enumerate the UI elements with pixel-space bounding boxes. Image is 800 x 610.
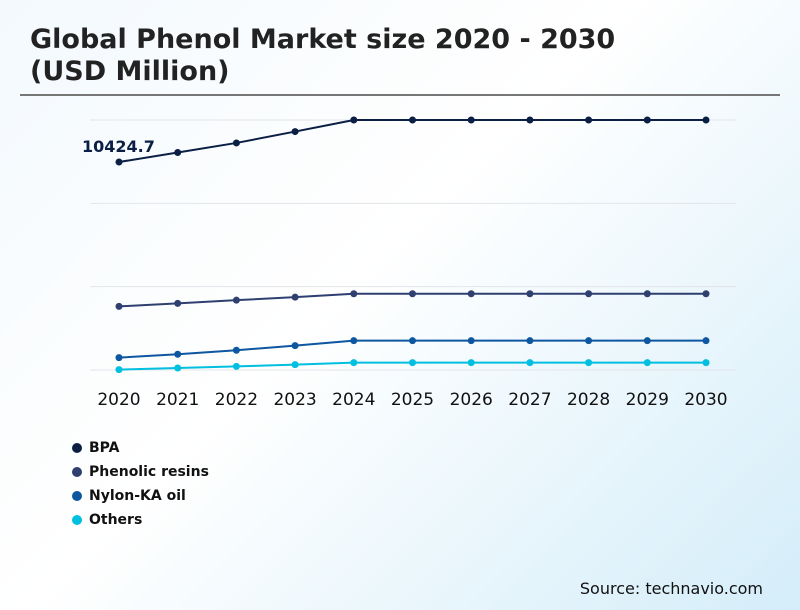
data-point (585, 116, 593, 124)
data-point (350, 290, 358, 298)
data-point (643, 290, 651, 298)
data-point (585, 290, 593, 298)
data-point (174, 299, 182, 307)
data-point (174, 364, 182, 372)
data-point (643, 337, 651, 345)
data-point (643, 116, 651, 124)
data-point (291, 361, 299, 369)
data-point (409, 337, 416, 345)
data-point (350, 359, 358, 367)
title-line-2: (USD Million) (30, 56, 230, 87)
data-point (702, 359, 710, 367)
data-point (291, 293, 299, 301)
x-tick-label: 2020 (97, 390, 140, 410)
x-tick-label: 2026 (450, 390, 493, 410)
data-point (643, 359, 651, 367)
legend-label: Others (89, 512, 143, 528)
data-point (350, 337, 358, 345)
data-point (232, 362, 240, 370)
legend-item: BPA (72, 436, 209, 460)
legend-marker-icon (72, 491, 82, 501)
data-point (232, 139, 240, 147)
x-tick-label: 2021 (156, 390, 199, 410)
title-divider (20, 94, 780, 96)
legend-label: Phenolic resins (89, 464, 209, 480)
data-point (291, 128, 299, 136)
legend-marker-icon (72, 443, 82, 453)
data-point (115, 158, 123, 166)
data-point (291, 342, 299, 350)
data-point (232, 346, 240, 354)
data-point (526, 337, 534, 345)
legend-label: BPA (89, 440, 120, 456)
series-line-bpa (118, 119, 706, 163)
data-point (409, 290, 416, 298)
data-point (702, 116, 710, 124)
data-point (350, 116, 358, 124)
legend-label: Nylon-KA oil (89, 488, 186, 504)
x-tick-label: 2030 (684, 390, 727, 410)
data-point (526, 290, 534, 298)
legend-item: Others (72, 508, 209, 532)
data-point (467, 116, 475, 124)
source-label: Source: technavio.com (579, 579, 763, 598)
legend-marker-icon (72, 467, 82, 477)
data-point (526, 359, 534, 367)
chart-title: Global Phenol Market size 2020 - 2030 (U… (30, 24, 615, 88)
data-point (702, 290, 710, 298)
x-tick-label: 2028 (567, 390, 610, 410)
legend: BPA Phenolic resins Nylon-KA oil Others (72, 436, 209, 532)
title-line-1: Global Phenol Market size 2020 - 2030 (30, 24, 616, 55)
data-point (585, 359, 593, 367)
legend-item: Phenolic resins (72, 460, 209, 484)
x-tick-label: 2029 (626, 390, 669, 410)
data-point (585, 337, 593, 345)
data-point (467, 337, 475, 345)
data-point (174, 350, 182, 358)
data-label: 10424.7 (82, 137, 155, 156)
legend-marker-icon (72, 515, 82, 525)
legend-item: Nylon-KA oil (72, 484, 209, 508)
x-tick-label: 2025 (391, 390, 434, 410)
x-tick-label: 2027 (508, 390, 551, 410)
data-point (115, 366, 123, 374)
x-tick-label: 2023 (273, 390, 316, 410)
data-point (702, 337, 710, 345)
data-point (409, 359, 416, 367)
data-point (174, 149, 182, 157)
data-point (409, 116, 416, 124)
data-point (467, 290, 475, 298)
x-tick-label: 2024 (332, 390, 375, 410)
data-point (115, 302, 123, 310)
data-point (526, 116, 534, 124)
data-point (467, 359, 475, 367)
x-tick-label: 2022 (215, 390, 258, 410)
data-point (232, 296, 240, 304)
data-point (115, 354, 123, 362)
